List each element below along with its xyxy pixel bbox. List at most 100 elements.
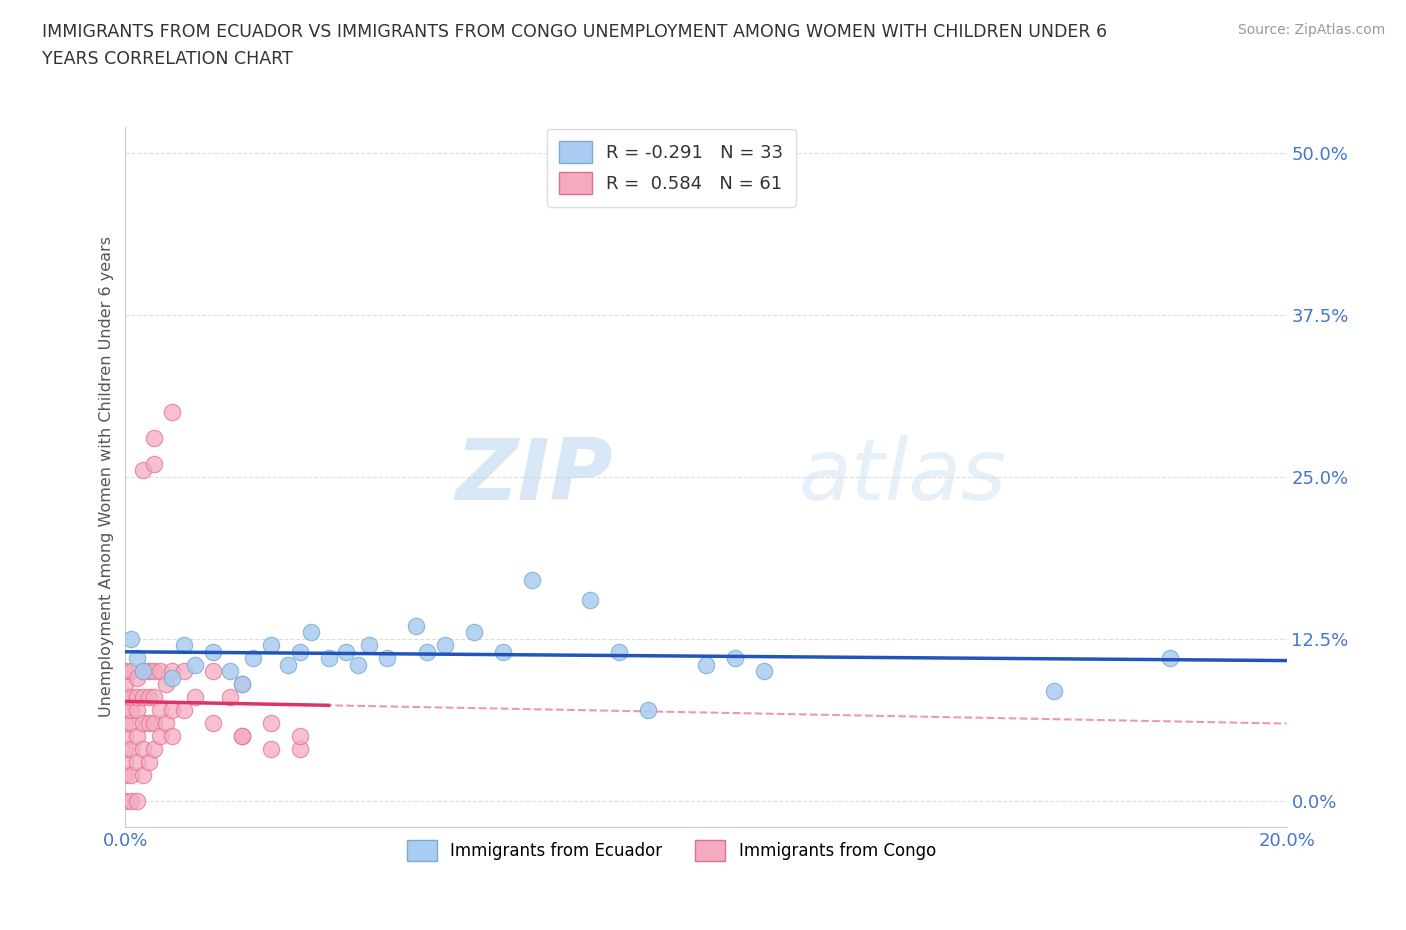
Point — [143, 741, 166, 756]
Point — [138, 664, 160, 679]
Point — [242, 651, 264, 666]
Point — [114, 741, 136, 756]
Point — [359, 638, 381, 653]
Point — [138, 754, 160, 769]
Point — [375, 651, 398, 666]
Point — [125, 793, 148, 808]
Point — [288, 728, 311, 743]
Point — [132, 715, 155, 730]
Point — [288, 644, 311, 659]
Point — [1043, 684, 1066, 698]
Point — [143, 690, 166, 705]
Point — [173, 664, 195, 679]
Point — [607, 644, 630, 659]
Point — [132, 664, 155, 679]
Point — [201, 644, 224, 659]
Point — [231, 728, 253, 743]
Point — [405, 618, 427, 633]
Point — [520, 573, 543, 588]
Point — [143, 664, 166, 679]
Text: IMMIGRANTS FROM ECUADOR VS IMMIGRANTS FROM CONGO UNEMPLOYMENT AMONG WOMEN WITH C: IMMIGRANTS FROM ECUADOR VS IMMIGRANTS FR… — [42, 23, 1108, 68]
Point — [155, 677, 177, 692]
Point — [160, 702, 183, 717]
Text: ZIP: ZIP — [456, 435, 613, 518]
Point — [125, 702, 148, 717]
Point — [114, 793, 136, 808]
Point — [231, 728, 253, 743]
Point — [143, 431, 166, 445]
Point — [335, 644, 357, 659]
Point — [149, 728, 172, 743]
Point — [173, 702, 195, 717]
Point — [184, 658, 207, 672]
Point — [120, 631, 142, 646]
Point — [155, 715, 177, 730]
Point — [433, 638, 456, 653]
Point — [416, 644, 439, 659]
Point — [143, 457, 166, 472]
Point — [463, 625, 485, 640]
Point — [492, 644, 515, 659]
Point — [201, 664, 224, 679]
Point — [259, 741, 281, 756]
Point — [219, 690, 242, 705]
Point — [184, 690, 207, 705]
Point — [120, 690, 142, 705]
Point — [120, 715, 142, 730]
Point — [173, 638, 195, 653]
Point — [114, 715, 136, 730]
Point — [132, 741, 155, 756]
Point — [752, 664, 775, 679]
Point — [120, 793, 142, 808]
Point — [114, 728, 136, 743]
Point — [160, 664, 183, 679]
Point — [149, 664, 172, 679]
Point — [125, 690, 148, 705]
Point — [231, 677, 253, 692]
Point — [143, 715, 166, 730]
Point — [132, 767, 155, 782]
Point — [160, 671, 183, 685]
Point — [637, 702, 659, 717]
Point — [318, 651, 340, 666]
Text: atlas: atlas — [799, 435, 1007, 518]
Point — [120, 767, 142, 782]
Point — [120, 702, 142, 717]
Point — [277, 658, 299, 672]
Point — [138, 690, 160, 705]
Point — [288, 741, 311, 756]
Point — [219, 664, 242, 679]
Point — [160, 405, 183, 419]
Point — [114, 754, 136, 769]
Point — [114, 767, 136, 782]
Point — [120, 741, 142, 756]
Point — [114, 664, 136, 679]
Legend: Immigrants from Ecuador, Immigrants from Congo: Immigrants from Ecuador, Immigrants from… — [399, 833, 942, 868]
Point — [346, 658, 368, 672]
Text: Source: ZipAtlas.com: Source: ZipAtlas.com — [1237, 23, 1385, 37]
Point — [125, 728, 148, 743]
Point — [132, 463, 155, 478]
Point — [259, 638, 281, 653]
Point — [125, 754, 148, 769]
Point — [201, 715, 224, 730]
Point — [299, 625, 322, 640]
Y-axis label: Unemployment Among Women with Children Under 6 years: Unemployment Among Women with Children U… — [100, 236, 114, 717]
Point — [1159, 651, 1181, 666]
Point — [114, 702, 136, 717]
Point — [114, 690, 136, 705]
Point — [259, 715, 281, 730]
Point — [724, 651, 747, 666]
Point — [695, 658, 717, 672]
Point — [114, 677, 136, 692]
Point — [120, 664, 142, 679]
Point — [125, 651, 148, 666]
Point — [579, 592, 602, 607]
Point — [149, 702, 172, 717]
Point — [160, 728, 183, 743]
Point — [125, 671, 148, 685]
Point — [132, 664, 155, 679]
Point — [231, 677, 253, 692]
Point — [132, 690, 155, 705]
Point — [138, 715, 160, 730]
